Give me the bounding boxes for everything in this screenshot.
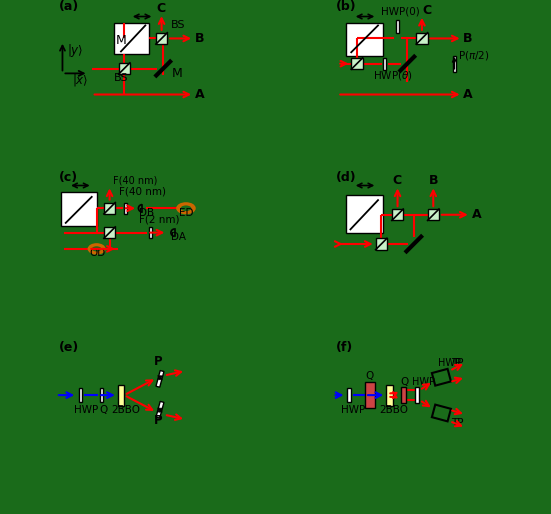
Text: DB: DB (139, 208, 154, 217)
Bar (345, 195, 383, 233)
Text: B: B (463, 32, 473, 45)
Bar (115, 23, 149, 54)
Bar (156, 371, 164, 387)
Bar (156, 401, 164, 418)
Text: Q: Q (401, 377, 409, 387)
Text: HWP: HWP (342, 405, 366, 415)
Bar (428, 209, 439, 221)
Text: (e): (e) (59, 341, 79, 354)
Bar (432, 405, 451, 421)
Text: OD: OD (89, 248, 106, 258)
Bar (61, 192, 96, 226)
Text: (d): (d) (336, 171, 356, 183)
Text: M: M (116, 34, 126, 47)
Text: (a): (a) (59, 0, 79, 13)
Bar (432, 369, 451, 386)
Text: HWP(0): HWP(0) (381, 6, 420, 16)
Text: TP: TP (451, 418, 463, 428)
Text: 2BBO: 2BBO (380, 405, 409, 415)
Text: C: C (393, 174, 402, 187)
Text: P: P (154, 414, 162, 427)
Text: Q: Q (99, 405, 107, 415)
Bar (100, 388, 103, 402)
Text: F(2 nm): F(2 nm) (139, 215, 179, 225)
Text: 2BBO: 2BBO (111, 405, 140, 415)
Text: BS: BS (170, 20, 185, 30)
Text: M: M (171, 67, 182, 80)
Bar (125, 203, 127, 213)
Text: C: C (423, 4, 432, 17)
Bar (345, 23, 383, 56)
Text: (c): (c) (59, 171, 78, 183)
Text: HWP($\theta$): HWP($\theta$) (373, 69, 413, 82)
Bar (149, 227, 152, 238)
Text: A: A (195, 88, 204, 101)
Bar (376, 238, 387, 250)
Bar (401, 387, 407, 403)
Text: ED: ED (179, 208, 193, 217)
Bar (386, 384, 393, 406)
Bar (365, 382, 375, 408)
Bar (415, 387, 419, 403)
Bar (118, 63, 130, 74)
Text: DA: DA (171, 232, 186, 242)
Text: $|x\rangle$: $|x\rangle$ (72, 72, 89, 88)
Text: F(40 nm): F(40 nm) (120, 187, 166, 196)
Text: TP: TP (451, 358, 463, 368)
Text: C: C (156, 2, 166, 14)
Text: P: P (154, 355, 162, 368)
Bar (416, 33, 428, 44)
Bar (347, 388, 350, 402)
Text: HWP: HWP (74, 405, 98, 415)
Bar (104, 227, 115, 238)
Text: B: B (429, 174, 438, 187)
Bar (396, 20, 399, 33)
Text: $|y\rangle$: $|y\rangle$ (67, 42, 83, 59)
Bar (383, 58, 386, 70)
Bar (351, 58, 363, 69)
Text: BS: BS (114, 72, 128, 83)
Text: (b): (b) (336, 0, 356, 13)
Text: A: A (472, 208, 481, 221)
Text: P($\pi$/2): P($\pi$/2) (458, 49, 490, 62)
Bar (392, 209, 403, 221)
Bar (79, 388, 82, 402)
Bar (452, 56, 456, 72)
Text: HWP: HWP (412, 377, 435, 387)
Text: B: B (195, 32, 204, 45)
Text: F(40 nm): F(40 nm) (113, 176, 157, 186)
Bar (156, 33, 168, 44)
Text: A: A (463, 88, 473, 101)
Bar (118, 384, 124, 406)
Text: Q: Q (366, 371, 374, 381)
Text: (f): (f) (336, 341, 353, 354)
Text: HWP: HWP (438, 358, 461, 368)
Bar (104, 203, 115, 214)
